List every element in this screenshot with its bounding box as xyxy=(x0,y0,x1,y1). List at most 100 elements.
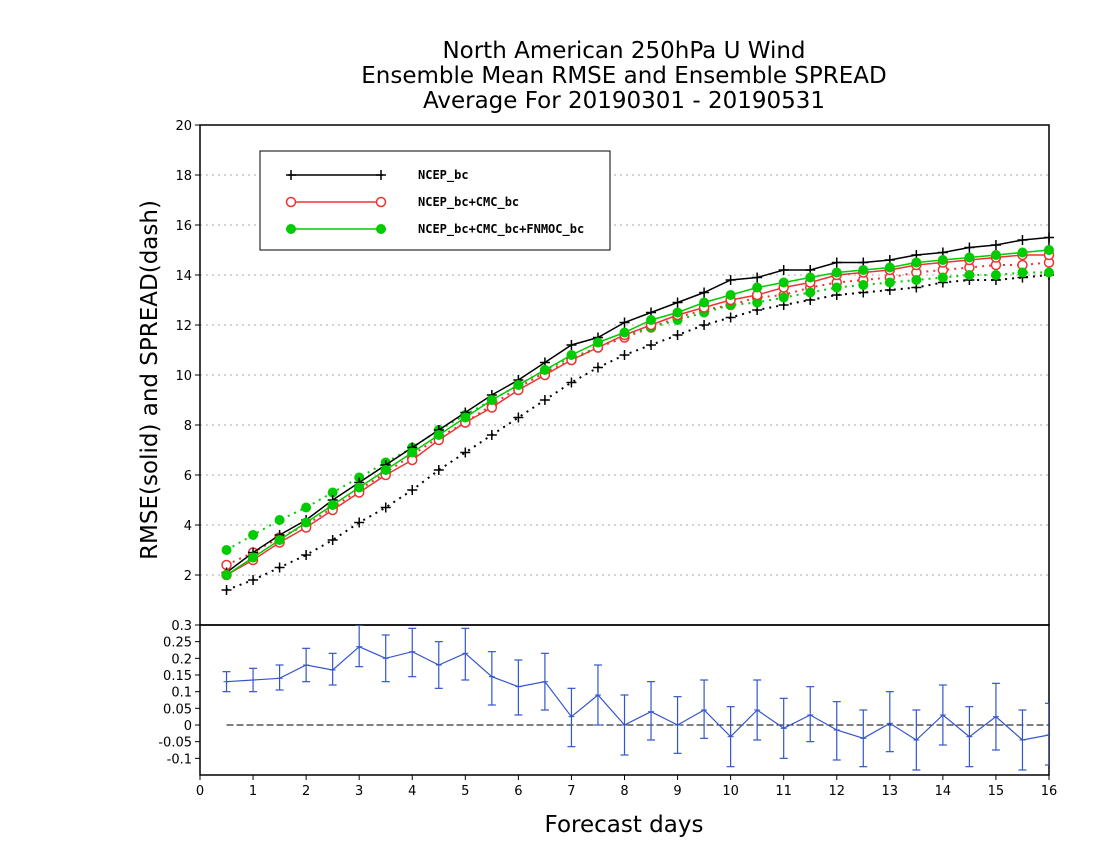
data-point xyxy=(831,257,842,268)
data-point xyxy=(380,502,391,513)
x-tick-label: 14 xyxy=(935,784,952,799)
data-point xyxy=(778,265,789,275)
error-bar xyxy=(381,634,390,683)
data-point xyxy=(301,550,312,560)
series-rmse-2 xyxy=(221,245,1054,580)
data-point xyxy=(380,465,391,475)
x-tick-label: 12 xyxy=(828,784,845,799)
series-line xyxy=(226,254,1049,576)
data-point xyxy=(592,337,603,348)
legend-marker-right xyxy=(376,224,386,234)
data-point xyxy=(619,327,630,338)
data-point xyxy=(566,377,577,388)
series-line xyxy=(226,274,1050,591)
data-point xyxy=(937,255,948,265)
data-point xyxy=(1017,247,1028,258)
data-point xyxy=(1044,267,1054,278)
legend-entry: NCEP_bc+CMC_bc xyxy=(285,195,519,210)
y-tick-label: 10 xyxy=(175,369,192,384)
error-bar xyxy=(540,652,549,711)
y-tick-label: 14 xyxy=(175,269,192,284)
data-point xyxy=(1017,235,1028,245)
error-bar xyxy=(753,679,762,741)
error-bar xyxy=(275,664,284,691)
data-point xyxy=(433,430,444,440)
data-point xyxy=(990,270,1001,280)
y-axis-label: RMSE(solid) and SPREAD(dash) xyxy=(137,200,163,560)
error-bar xyxy=(408,627,417,678)
error-bar xyxy=(620,694,629,756)
error-bar xyxy=(222,671,231,693)
data-point xyxy=(1044,245,1054,255)
y-tick-label: 16 xyxy=(175,219,192,234)
data-point xyxy=(354,517,365,528)
data-point xyxy=(725,290,736,300)
error-bar xyxy=(434,641,443,689)
error-bar xyxy=(647,681,656,741)
x-tick-label: 5 xyxy=(461,784,469,799)
error-bar xyxy=(567,687,576,748)
difference-series xyxy=(222,625,1049,771)
y-tick-label: 0.15 xyxy=(163,669,192,684)
data-point xyxy=(1044,232,1054,243)
data-point xyxy=(672,297,683,308)
x-tick-label: 0 xyxy=(196,784,204,799)
data-point xyxy=(672,330,683,340)
error-bar xyxy=(726,706,735,768)
y-tick-label: 12 xyxy=(175,319,192,334)
data-point xyxy=(646,315,657,325)
legend-box xyxy=(259,150,611,251)
title-line-3: Average For 20190301 - 20190531 xyxy=(423,88,825,114)
data-point xyxy=(566,350,577,360)
y-tick-label: 0 xyxy=(184,719,192,734)
data-point xyxy=(460,447,471,458)
y-tick-label: -0.05 xyxy=(158,736,192,751)
y-tick-label: -0.1 xyxy=(167,752,192,767)
data-point xyxy=(646,340,657,350)
series-line xyxy=(226,236,1050,574)
error-bar xyxy=(514,659,523,716)
data-point xyxy=(221,585,232,595)
error-bar xyxy=(1018,709,1027,771)
error-bar xyxy=(328,652,337,686)
data-point xyxy=(725,275,736,285)
data-point xyxy=(274,562,285,573)
y-tick-label: 20 xyxy=(175,119,192,134)
data-point xyxy=(248,530,259,540)
data-point xyxy=(221,545,232,555)
error-bar xyxy=(249,667,258,693)
data-point xyxy=(831,267,842,278)
error-bar xyxy=(806,686,815,743)
data-point xyxy=(221,570,232,580)
x-axis-label: Forecast days xyxy=(545,812,704,838)
data-point xyxy=(964,242,975,253)
error-bar xyxy=(779,697,788,759)
data-point xyxy=(990,250,1001,260)
x-tick-label: 2 xyxy=(302,784,310,799)
x-tick-label: 7 xyxy=(567,784,575,799)
series-line xyxy=(226,249,1050,576)
series-spread-3 xyxy=(221,270,1054,595)
legend: NCEP_bc NCEP_bc+CMC_bc NCEP_bc+CMC_bc+FNMO… xyxy=(259,150,611,251)
data-point xyxy=(990,240,1001,250)
data-point xyxy=(539,365,550,375)
series-line xyxy=(226,261,1050,566)
data-point xyxy=(778,292,789,303)
x-tick-label: 10 xyxy=(722,784,739,799)
data-point xyxy=(911,257,922,268)
legend-marker-right xyxy=(375,196,387,208)
error-bar xyxy=(461,627,470,681)
data-point xyxy=(911,275,922,285)
data-point xyxy=(327,535,338,545)
error-bar xyxy=(912,709,921,771)
error-bar xyxy=(700,679,709,739)
x-tick-label: 9 xyxy=(673,784,681,799)
legend-marker-left xyxy=(286,170,296,180)
legend-marker-left xyxy=(286,224,296,234)
y-tick-label: 2 xyxy=(184,569,192,584)
series-spread-4 xyxy=(221,257,1055,571)
data-point xyxy=(725,312,736,323)
data-point xyxy=(274,535,285,545)
x-tick-label: 4 xyxy=(408,784,416,799)
